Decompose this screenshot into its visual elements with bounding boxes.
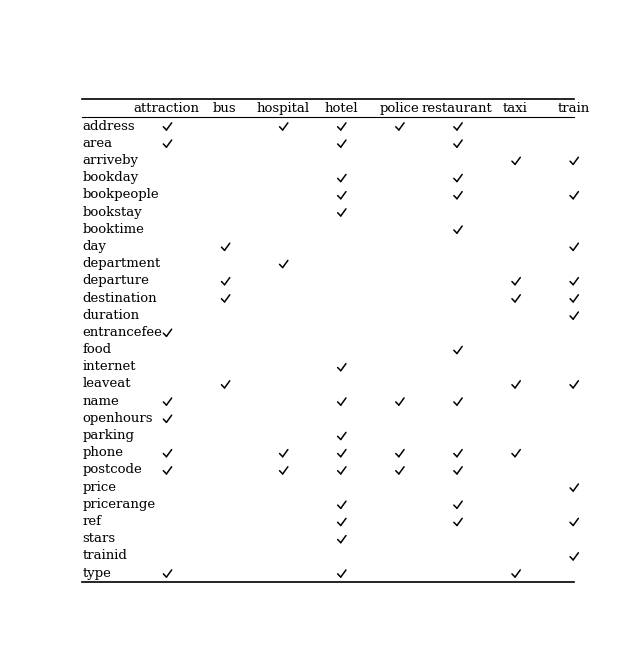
Text: attraction: attraction [134,102,200,115]
Text: leaveat: leaveat [83,378,131,390]
Text: police: police [380,102,419,115]
Text: trainid: trainid [83,550,127,562]
Text: area: area [83,137,113,150]
Text: parking: parking [83,429,134,442]
Text: openhours: openhours [83,412,153,425]
Text: arriveby: arriveby [83,154,138,167]
Text: restaurant: restaurant [422,102,493,115]
Text: booktime: booktime [83,222,145,236]
Text: bus: bus [213,102,237,115]
Text: train: train [557,102,589,115]
Text: entrancefee: entrancefee [83,326,163,339]
Text: type: type [83,566,111,580]
Text: internet: internet [83,361,136,373]
Text: hospital: hospital [257,102,310,115]
Text: day: day [83,240,106,253]
Text: departure: departure [83,274,149,288]
Text: bookday: bookday [83,171,139,184]
Text: ref: ref [83,515,102,528]
Text: duration: duration [83,309,140,322]
Text: taxi: taxi [503,102,528,115]
Text: price: price [83,481,116,493]
Text: pricerange: pricerange [83,498,156,511]
Text: bookstay: bookstay [83,206,142,218]
Text: department: department [83,257,161,270]
Text: destination: destination [83,291,157,305]
Text: hotel: hotel [324,102,358,115]
Text: bookpeople: bookpeople [83,189,159,201]
Text: phone: phone [83,446,124,459]
Text: name: name [83,394,119,408]
Text: stars: stars [83,533,116,545]
Text: address: address [83,120,135,133]
Text: food: food [83,343,111,356]
Text: postcode: postcode [83,463,142,477]
